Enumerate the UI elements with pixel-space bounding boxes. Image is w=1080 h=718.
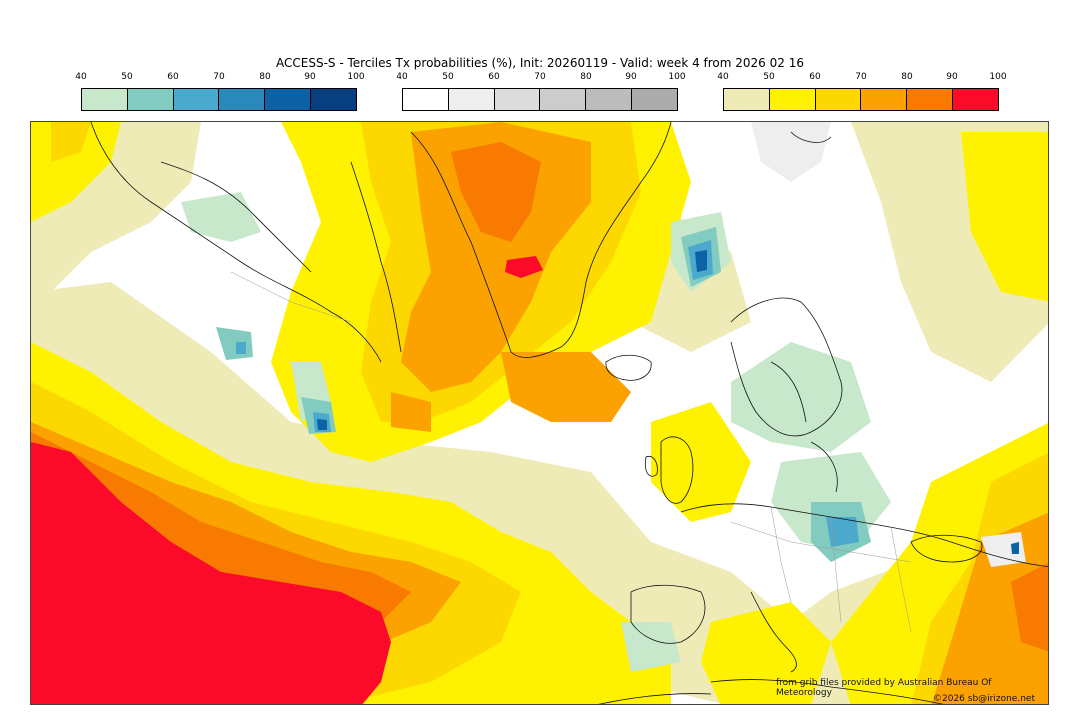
copyright-credit: ©2026 sb@irizone.net — [933, 694, 1035, 704]
colorbar-swatch — [494, 89, 541, 110]
tick-label: 40 — [75, 72, 87, 82]
tick-label: 70 — [534, 72, 546, 82]
tick-label: 100 — [347, 72, 365, 82]
colorbar-near-ticks: 40 50 60 70 80 90 100 — [396, 72, 685, 84]
tick-label: 40 — [717, 72, 729, 82]
tick-label: 90 — [946, 72, 958, 82]
colorbar-swatch — [265, 89, 312, 110]
coastlines — [90, 122, 1048, 704]
colorbar-swatch — [173, 89, 220, 110]
borders — [230, 271, 912, 633]
tick-label: 40 — [396, 72, 408, 82]
tick-label: 60 — [167, 72, 179, 82]
above-90-areas — [31, 256, 543, 704]
colorbar-swatch — [769, 89, 816, 110]
colorbar-below-normal — [81, 88, 357, 111]
tick-label: 70 — [213, 72, 225, 82]
near-normal-areas — [751, 122, 1026, 567]
colorbar-swatch — [219, 89, 266, 110]
tick-label: 80 — [259, 72, 271, 82]
colorbar-swatch — [586, 89, 633, 110]
map-canvas — [31, 122, 1048, 704]
tick-label: 70 — [855, 72, 867, 82]
source-credit: from grib files provided by Australian B… — [776, 678, 992, 698]
tick-label: 50 — [442, 72, 454, 82]
colorbar-below-ticks: 40 50 60 70 80 90 100 — [75, 72, 364, 84]
tick-label: 60 — [488, 72, 500, 82]
colorbar-swatch — [953, 89, 998, 110]
colorbar-swatch — [311, 89, 356, 110]
tick-label: 50 — [763, 72, 775, 82]
colorbar-swatch — [815, 89, 862, 110]
probability-map[interactable]: from grib files provided by Australian B… — [30, 121, 1049, 705]
colorbar-swatch — [403, 89, 449, 110]
tick-label: 90 — [625, 72, 637, 82]
colorbar-near-normal — [402, 88, 678, 111]
below-80-areas — [317, 250, 1019, 554]
tick-label: 100 — [989, 72, 1007, 82]
tick-label: 100 — [668, 72, 686, 82]
tick-label: 50 — [121, 72, 133, 82]
colorbar-swatch — [907, 89, 954, 110]
tick-label: 90 — [304, 72, 316, 82]
colorbar-above-normal — [723, 88, 999, 111]
colorbar-swatch — [127, 89, 174, 110]
map-title: ACCESS-S - Terciles Tx probabilities (%)… — [276, 56, 804, 70]
tick-label: 80 — [580, 72, 592, 82]
tick-label: 60 — [809, 72, 821, 82]
colorbar-swatch — [448, 89, 495, 110]
colorbar-swatch — [82, 89, 128, 110]
colorbar-swatch — [632, 89, 677, 110]
colorbar-above-ticks: 40 50 60 70 80 90 100 — [717, 72, 1006, 84]
tick-label: 80 — [901, 72, 913, 82]
colorbar-swatch — [724, 89, 770, 110]
colorbar-swatch — [540, 89, 587, 110]
colorbar-swatch — [861, 89, 908, 110]
